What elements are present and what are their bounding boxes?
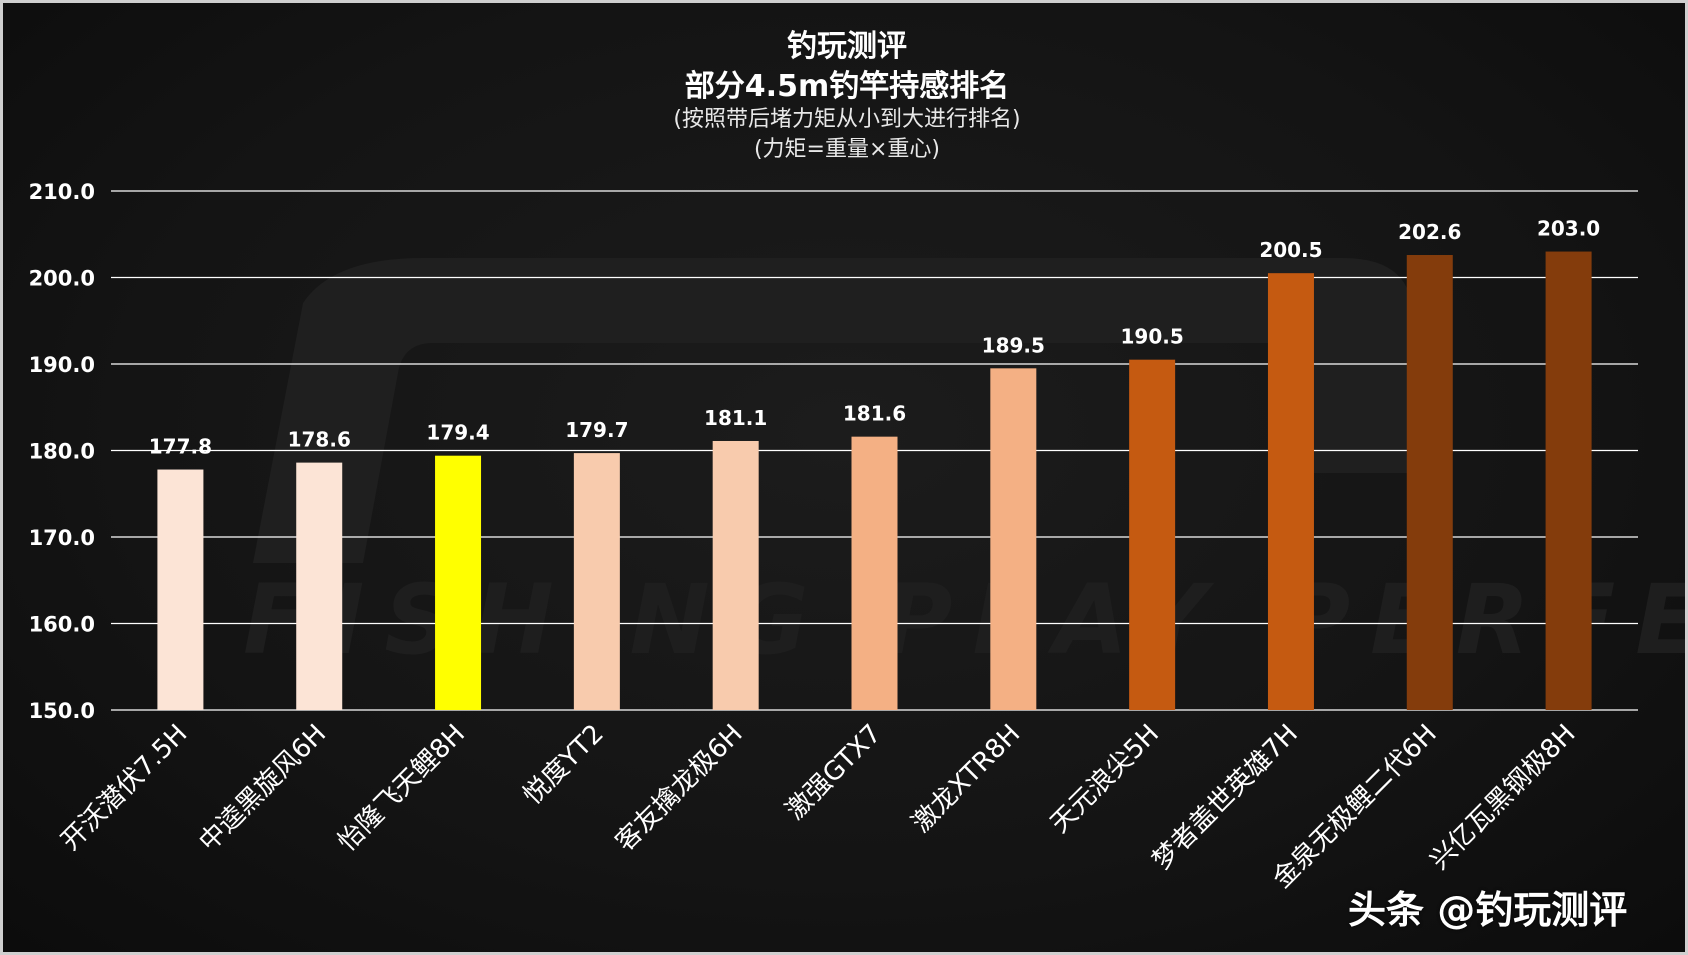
y-tick-label: 150.0 bbox=[29, 699, 95, 723]
x-tick-label: 天元浪尖5H bbox=[1045, 719, 1165, 839]
bar bbox=[296, 462, 343, 710]
chart-subtitle: (按照带后堵力矩从小到大进行排名) bbox=[673, 107, 1021, 132]
bar bbox=[1129, 359, 1176, 710]
value-label: 177.8 bbox=[149, 435, 212, 459]
y-tick-label: 190.0 bbox=[29, 353, 95, 377]
chart-title: 部分4.5m钓竿持感排名 bbox=[684, 69, 1010, 104]
source-watermark: 头条 @钓玩测评 bbox=[1348, 888, 1628, 932]
x-axis-tick-labels: 开沃潜伏7.5H 中逵黑旋风6H 怡隆飞天鲤8H 悦度YT2 客友擒龙极6H 激强GTX7… bbox=[56, 719, 1582, 894]
y-tick-label: 170.0 bbox=[29, 526, 95, 550]
x-tick-label: 激龙XTR8H bbox=[906, 719, 1026, 839]
bar bbox=[573, 453, 620, 710]
bar bbox=[1545, 251, 1592, 711]
value-label: 179.4 bbox=[426, 421, 489, 445]
bar bbox=[990, 368, 1037, 710]
bar bbox=[1406, 255, 1453, 710]
value-label: 202.6 bbox=[1398, 220, 1461, 244]
bar bbox=[851, 436, 898, 710]
x-tick-label: 怡隆飞天鲤8H bbox=[332, 719, 471, 858]
x-tick-label: 客友擒龙极6H bbox=[610, 719, 749, 858]
value-label: 190.5 bbox=[1121, 325, 1184, 349]
value-labels: 177.8 178.6 179.4 179.7 181.1 181.6 189.5 190.5… bbox=[149, 217, 1600, 459]
chart-brand-title: 钓玩测评 bbox=[787, 29, 907, 64]
bar bbox=[712, 440, 759, 710]
x-tick-label: 兴亿瓦黑钢极8H bbox=[1424, 719, 1581, 876]
value-label: 179.7 bbox=[565, 418, 628, 442]
bar bbox=[1267, 273, 1314, 710]
y-tick-label: 210.0 bbox=[29, 180, 95, 204]
y-tick-label: 180.0 bbox=[29, 440, 95, 464]
x-tick-label: 激强GTX7 bbox=[780, 719, 887, 826]
x-tick-label: 梦者盖世英雄7H bbox=[1147, 719, 1304, 876]
bar-chart: FISHING PLAY PERFECTION 150.0160.0170.01… bbox=[29, 180, 1685, 894]
x-tick-label: 开沃潜伏7.5H bbox=[56, 719, 194, 857]
bar bbox=[157, 469, 204, 710]
value-label: 203.0 bbox=[1537, 217, 1600, 241]
bars bbox=[157, 251, 1592, 711]
y-tick-label: 160.0 bbox=[29, 613, 95, 637]
x-tick-label: 悦度YT2 bbox=[518, 719, 610, 811]
value-label: 189.5 bbox=[982, 333, 1045, 357]
value-label: 200.5 bbox=[1259, 238, 1322, 262]
value-label: 181.1 bbox=[704, 406, 767, 430]
y-tick-label: 200.0 bbox=[29, 267, 95, 291]
value-label: 181.6 bbox=[843, 402, 906, 426]
bar bbox=[435, 455, 482, 710]
y-axis-tick-labels: 150.0 160.0 170.0 180.0 190.0 200.0 210.0 bbox=[29, 180, 95, 723]
x-tick-label: 中逵黑旋风6H bbox=[194, 719, 333, 858]
value-label: 178.6 bbox=[288, 428, 351, 452]
chart-formula-note: (力矩=重量×重心) bbox=[753, 137, 941, 162]
